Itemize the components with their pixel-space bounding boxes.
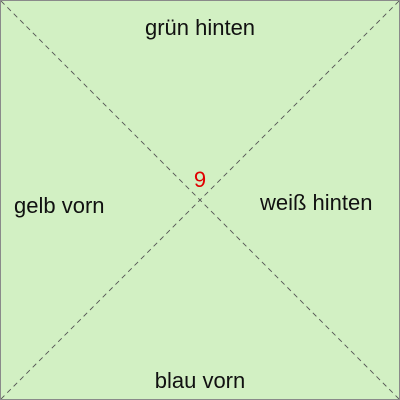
- top-side-label: grün hinten: [144, 15, 256, 40]
- bottom-side-label: blau vorn: [154, 368, 246, 393]
- right-side-label: weiß hinten: [260, 190, 373, 215]
- left-side-label: gelb vorn: [14, 193, 105, 218]
- center-number: 9: [193, 167, 207, 192]
